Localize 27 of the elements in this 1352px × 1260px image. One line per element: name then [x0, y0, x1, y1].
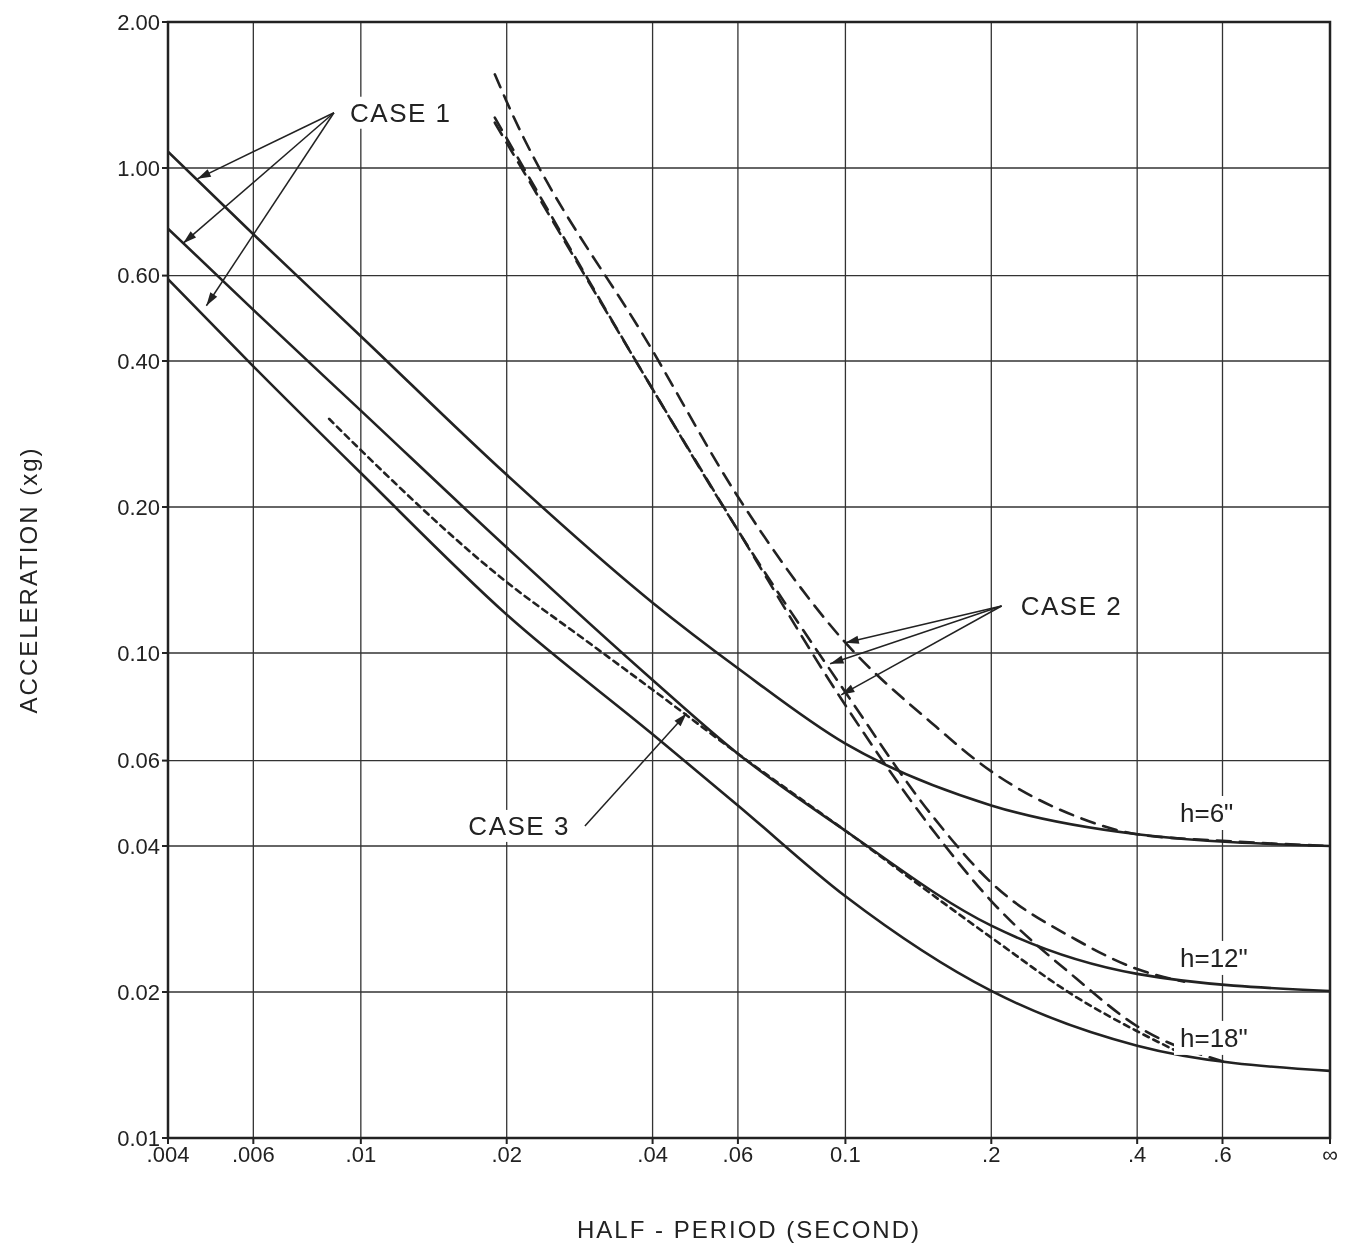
y-tick-label: 0.10 [117, 640, 160, 666]
y-tick-label: 0.20 [117, 494, 160, 520]
y-tick-label: 0.06 [117, 748, 160, 774]
y-tick-label: 0.40 [117, 348, 160, 374]
y-axis-title: ACCELERATION (xg) [14, 446, 42, 714]
x-tick-label: 0.1 [830, 1141, 861, 1167]
y-tick-label: 0.04 [117, 833, 160, 859]
x-tick-label: .01 [345, 1141, 377, 1167]
series-label: h=18" [1180, 1022, 1248, 1053]
annotation: CASE 3 [468, 810, 570, 841]
x-tick-label: .06 [722, 1141, 754, 1167]
annotation: CASE 2 [1020, 591, 1123, 621]
y-tick-label: 0.60 [117, 263, 160, 289]
x-tick-label: .04 [637, 1141, 668, 1167]
y-tick-label: 2.00 [117, 9, 160, 35]
x-tick-label: .02 [491, 1141, 523, 1167]
series-label: h=6" [1180, 798, 1234, 828]
y-tick-label: 1.00 [117, 155, 160, 181]
annotation: CASE 1 [350, 97, 452, 128]
y-tick-label: 0.02 [117, 979, 160, 1005]
x-axis-title: HALF - PERIOD (SECOND) [576, 1216, 922, 1243]
x-tick-label: .4 [1127, 1141, 1147, 1167]
x-tick-label: ∞ [1322, 1141, 1338, 1167]
x-tick-label: .006 [231, 1141, 275, 1167]
x-tick-label: .2 [982, 1141, 1001, 1167]
series-label: h=12" [1180, 942, 1248, 973]
x-tick-label: .6 [1213, 1141, 1232, 1167]
